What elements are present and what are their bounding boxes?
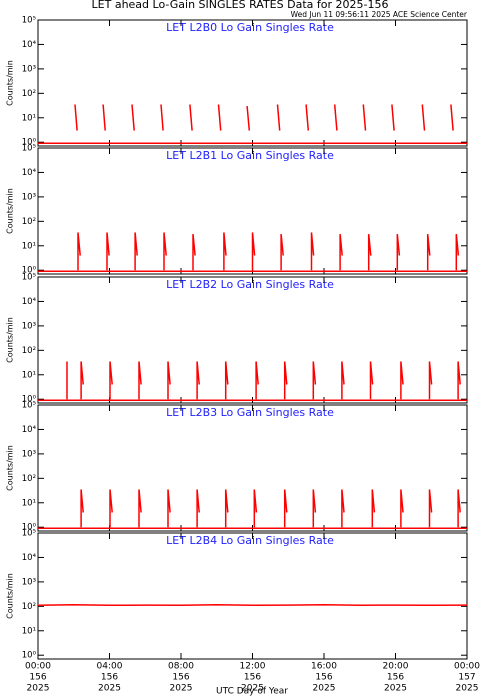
y-tick-label: 10² — [22, 217, 36, 227]
x-tick-year: 2025 — [384, 684, 407, 694]
y-axis-label: Counts/min — [6, 317, 15, 363]
y-tick-label: 10¹ — [22, 626, 36, 636]
y-tick-label: 10³ — [22, 321, 36, 331]
x-axis-label: UTC Day of Year — [216, 687, 288, 697]
data-line — [74, 104, 454, 131]
timestamp: Wed Jun 11 09:56:11 2025 ACE Science Cen… — [291, 10, 468, 19]
x-tick-day: 156 — [101, 673, 118, 683]
y-tick-label: 10³ — [22, 577, 36, 587]
panel-title: LET L2B2 Lo Gain Singles Rate — [166, 278, 334, 291]
x-tick-day: 156 — [387, 673, 404, 683]
y-tick-label: 10¹ — [22, 241, 36, 251]
data-line — [66, 361, 461, 400]
y-tick-label: 10² — [22, 602, 36, 612]
x-tick-day: 157 — [458, 673, 475, 683]
y-tick-label: 10⁴ — [22, 297, 37, 307]
x-tick-label: 04:00 — [97, 662, 123, 672]
y-tick-label: 10² — [22, 346, 36, 356]
x-tick-year: 2025 — [456, 684, 479, 694]
y-tick-label: 10⁵ — [22, 529, 36, 539]
chart-title: LET ahead Lo-Gain SINGLES RATES Data for… — [92, 0, 389, 11]
x-tick-year: 2025 — [241, 684, 264, 694]
panel-title: LET L2B1 Lo Gain Singles Rate — [166, 149, 334, 162]
y-axis-label: Counts/min — [6, 445, 15, 491]
y-axis-label: Counts/min — [6, 188, 15, 234]
y-tick-label: 10⁰ — [22, 138, 37, 148]
x-tick-label: 08:00 — [168, 662, 194, 672]
y-tick-label: 10⁰ — [22, 523, 37, 533]
data-line — [80, 489, 461, 528]
panel-title: LET L2B0 Lo Gain Singles Rate — [166, 21, 334, 34]
y-axis-label: Counts/min — [6, 573, 15, 619]
y-tick-label: 10⁰ — [22, 395, 37, 405]
x-tick-label: 16:00 — [311, 662, 337, 672]
y-tick-label: 10⁵ — [22, 144, 36, 154]
y-tick-label: 10⁴ — [22, 40, 37, 50]
y-axis-label: Counts/min — [6, 60, 15, 106]
x-tick-day: 156 — [29, 673, 46, 683]
x-tick-day: 156 — [244, 673, 261, 683]
y-tick-label: 10⁴ — [22, 425, 37, 435]
y-tick-label: 10⁵ — [22, 273, 36, 283]
x-tick-year: 2025 — [27, 684, 50, 694]
y-tick-label: 10³ — [22, 64, 36, 74]
x-tick-year: 2025 — [313, 684, 336, 694]
x-tick-label: 00:00 — [454, 662, 480, 672]
x-tick-year: 2025 — [170, 684, 193, 694]
y-tick-label: 10³ — [22, 192, 36, 202]
x-tick-label: 20:00 — [383, 662, 409, 672]
panel-title: LET L2B3 Lo Gain Singles Rate — [166, 406, 334, 419]
y-tick-label: 10⁴ — [22, 168, 37, 178]
x-tick-label: 00:00 — [25, 662, 51, 672]
x-tick-label: 12:00 — [240, 662, 266, 672]
data-line — [37, 604, 468, 607]
panel-title: LET L2B4 Lo Gain Singles Rate — [166, 534, 334, 547]
y-tick-label: 10⁴ — [22, 553, 37, 563]
data-line — [77, 232, 460, 271]
y-tick-label: 10¹ — [22, 113, 36, 123]
x-tick-day: 156 — [315, 673, 332, 683]
y-tick-label: 10¹ — [22, 498, 36, 508]
x-tick-day: 156 — [172, 673, 189, 683]
y-tick-label: 10⁰ — [22, 651, 37, 661]
y-tick-label: 10¹ — [22, 370, 36, 380]
x-tick-year: 2025 — [98, 684, 121, 694]
y-tick-label: 10⁵ — [22, 16, 36, 26]
y-tick-label: 10² — [22, 474, 36, 484]
y-tick-label: 10³ — [22, 449, 36, 459]
y-tick-label: 10² — [22, 89, 36, 99]
y-tick-label: 10⁵ — [22, 401, 36, 411]
y-tick-label: 10⁰ — [22, 266, 37, 276]
